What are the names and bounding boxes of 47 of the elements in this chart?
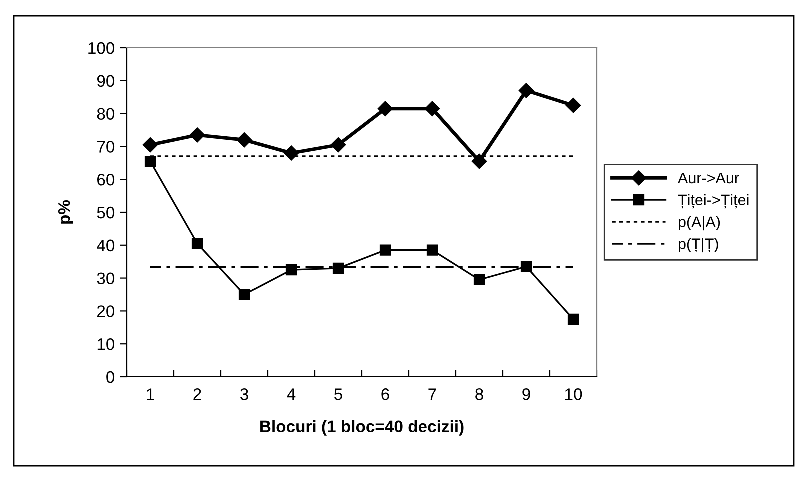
legend-label: p(A|A) bbox=[678, 216, 720, 231]
y-tick-label: 100 bbox=[88, 42, 115, 54]
point bbox=[190, 128, 206, 143]
point bbox=[286, 264, 298, 276]
point bbox=[424, 101, 440, 116]
y-tick-label: 10 bbox=[98, 338, 115, 350]
point bbox=[144, 156, 156, 168]
point bbox=[568, 314, 580, 325]
point bbox=[378, 101, 394, 116]
point bbox=[566, 98, 582, 114]
y-tick-label: 40 bbox=[97, 240, 115, 252]
x-tick-label: 6 bbox=[382, 388, 390, 400]
x-tick-label: 7 bbox=[428, 388, 436, 400]
point bbox=[426, 244, 438, 256]
point bbox=[142, 137, 158, 153]
x-tick-label: 5 bbox=[334, 388, 342, 400]
x-tick-label: 9 bbox=[522, 388, 530, 400]
legend-label: p(Ț|Ț) bbox=[678, 238, 718, 253]
x-tick-label: 3 bbox=[240, 388, 248, 400]
y-tick-label: 0 bbox=[106, 371, 115, 384]
point bbox=[192, 238, 204, 250]
x-tick-label: 4 bbox=[287, 388, 296, 400]
point bbox=[236, 132, 252, 148]
point bbox=[520, 261, 532, 272]
y-tick-label: 80 bbox=[97, 108, 115, 120]
point bbox=[518, 83, 534, 98]
x-tick-label: 1 bbox=[147, 388, 154, 400]
point bbox=[330, 137, 346, 153]
point bbox=[472, 154, 488, 170]
point bbox=[474, 274, 486, 286]
x-tick-label: 8 bbox=[476, 388, 484, 400]
y-tick-label: 50 bbox=[97, 206, 115, 219]
y-tick-label: 90 bbox=[97, 75, 115, 88]
legend-label: Aur->Aur bbox=[678, 173, 740, 184]
x-axis-title: Blocuri (1 bloc=40 decizii) bbox=[260, 420, 464, 436]
point bbox=[238, 289, 250, 300]
point bbox=[380, 244, 392, 256]
legend-label: Țiței->Țiței bbox=[678, 194, 749, 209]
y-tick-label: 20 bbox=[97, 306, 115, 318]
point bbox=[332, 262, 344, 274]
y-axis-title: p% bbox=[58, 200, 74, 224]
y-tick-label: 70 bbox=[98, 141, 115, 153]
y-tick-label: 30 bbox=[97, 272, 115, 285]
y-tick-label: 60 bbox=[98, 174, 115, 186]
x-tick-label: 2 bbox=[194, 388, 202, 400]
x-tick-label: 10 bbox=[566, 388, 582, 400]
point bbox=[284, 146, 300, 161]
